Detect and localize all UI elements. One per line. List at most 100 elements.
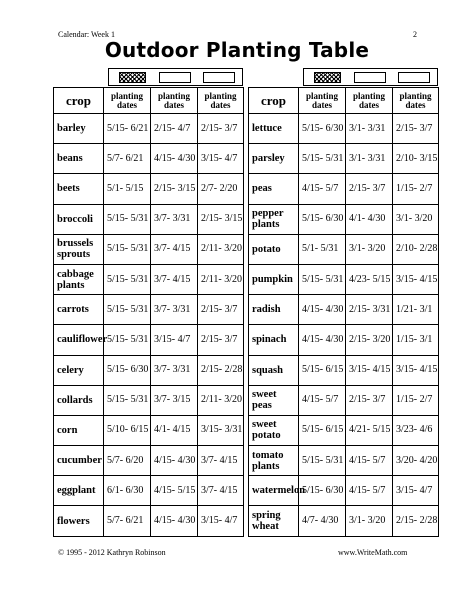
planting-date-range: 3/7- 4/15: [150, 263, 198, 296]
website-footer: www.WriteMath.com: [338, 548, 408, 557]
table-row: corn 5/10- 6/15 4/1- 4/15 3/15- 3/31: [53, 414, 244, 447]
crop-name: peas: [248, 173, 299, 205]
planting-date-range: 4/1- 4/15: [150, 414, 198, 447]
crop-name: watermelon: [248, 475, 305, 507]
table-row: barley 5/15- 6/21 2/15- 4/7 2/15- 3/7: [53, 112, 244, 145]
planting-date-range: 6/1- 6/30: [103, 475, 151, 507]
planting-date-range: 1/15- 2/7: [392, 384, 439, 416]
crop-name: squash: [248, 354, 299, 386]
zone-key-white-2: [398, 72, 430, 83]
crop-name: cauliflower: [53, 324, 107, 356]
planting-date-range: 3/15- 4/15: [392, 263, 439, 296]
planting-date-range: 5/15- 6/15: [298, 414, 346, 447]
crop-name: brussels sprouts: [53, 233, 104, 265]
crop-header: crop: [53, 87, 104, 114]
crop-header: crop: [248, 87, 299, 114]
table-row: collards 5/15- 5/31 3/7- 3/15 2/11- 3/20: [53, 384, 244, 416]
planting-date-range: 2/11- 3/20: [197, 233, 244, 265]
planting-date-range: 3/15- 4/7: [197, 143, 244, 175]
planting-table-left: crop planting dates planting dates plant…: [53, 87, 244, 537]
planting-date-range: 3/7- 3/31: [150, 203, 198, 235]
planting-date-range: 5/10- 6/15: [103, 414, 151, 447]
planting-date-range: 5/1- 5/31: [298, 233, 346, 265]
planting-date-range: 3/15- 4/7: [197, 505, 244, 537]
planting-dates-header: planting dates: [150, 87, 198, 114]
table-row: sweet potato 5/15- 6/15 4/21- 5/15 3/23- 4/…: [248, 414, 439, 447]
planting-date-range: 3/1- 3/20: [345, 233, 393, 265]
planting-date-range: 4/15- 4/30: [298, 324, 346, 356]
planting-date-range: 5/15- 6/30: [298, 112, 346, 145]
table-row: flowers 5/7- 6/21 4/15- 4/30 3/15- 4/7: [53, 505, 244, 537]
planting-date-range: 3/1- 3/20: [345, 505, 393, 537]
planting-date-range: 3/7- 4/15: [197, 475, 244, 507]
planting-date-range: 1/21- 3/1: [392, 294, 439, 326]
crop-name: corn: [53, 414, 104, 447]
planting-date-range: 5/15- 6/21: [103, 112, 151, 145]
planting-dates-header: planting dates: [103, 87, 151, 114]
table-row: radish 4/15- 4/30 2/15- 3/31 1/21- 3/1: [248, 294, 439, 326]
planting-date-range: 2/15- 3/31: [345, 294, 393, 326]
crop-name: beets: [53, 173, 104, 205]
planting-date-range: 5/15- 5/31: [103, 203, 151, 235]
page-title: Outdoor Planting Table: [104, 38, 370, 62]
planting-date-range: 5/15- 5/31: [298, 445, 346, 477]
crop-name: parsley: [248, 143, 299, 175]
table-row: parsley 5/15- 5/31 3/1- 3/31 2/10- 3/15: [248, 143, 439, 175]
crop-name: sweet potato: [248, 414, 299, 447]
zone-key-legend: [303, 68, 438, 86]
planting-dates-header: planting dates: [345, 87, 393, 114]
crop-name: flowers: [53, 505, 104, 537]
planting-date-range: 2/15- 3/7: [197, 324, 244, 356]
planting-table-right: crop planting dates planting dates plant…: [248, 87, 439, 537]
planting-date-range: 3/20- 4/20: [392, 445, 439, 477]
table-row: cucumber 5/7- 6/20 4/15- 4/30 3/7- 4/15: [53, 445, 244, 477]
crop-name: eggplant: [53, 475, 104, 507]
planting-date-range: 4/15- 4/30: [150, 445, 198, 477]
zone-key-legend: [108, 68, 243, 86]
planting-date-range: 3/1- 3/31: [345, 143, 393, 175]
table-row: pumpkin 5/15- 5/31 4/23- 5/15 3/15- 4/15: [248, 263, 439, 296]
table-row: potato 5/1- 5/31 3/1- 3/20 2/10- 2/28: [248, 233, 439, 265]
table-header-row: crop planting dates planting dates plant…: [53, 87, 244, 114]
planting-date-range: 5/15- 5/31: [103, 324, 151, 356]
planting-date-range: 2/10- 3/15: [392, 143, 439, 175]
table-row: spinach 4/15- 4/30 2/15- 3/20 1/15- 3/1: [248, 324, 439, 356]
table-row: beans 5/7- 6/21 4/15- 4/30 3/15- 4/7: [53, 143, 244, 175]
planting-date-range: 3/1- 3/20: [392, 203, 439, 235]
table-header-row: crop planting dates planting dates plant…: [248, 87, 439, 114]
zone-key-patterned: [119, 72, 146, 83]
planting-date-range: 3/23- 4/6: [392, 414, 439, 447]
zone-key-white: [159, 72, 191, 83]
planting-date-range: 4/15- 5/15: [150, 475, 198, 507]
planting-date-range: 3/7- 3/31: [150, 294, 198, 326]
planting-date-range: 1/15- 2/7: [392, 173, 439, 205]
planting-date-range: 2/10- 2/28: [392, 233, 439, 265]
planting-date-range: 5/15- 5/31: [298, 143, 346, 175]
planting-date-range: 3/15- 4/7: [150, 324, 198, 356]
planting-date-range: 2/15- 3/15: [150, 173, 198, 205]
table-row: lettuce 5/15- 6/30 3/1- 3/31 2/15- 3/7: [248, 112, 439, 145]
planting-date-range: 2/15- 3/7: [345, 173, 393, 205]
crop-name: carrots: [53, 294, 104, 326]
planting-date-range: 2/15- 3/15: [197, 203, 244, 235]
planting-date-range: 4/15- 4/30: [298, 294, 346, 326]
planting-date-range: 2/15- 3/20: [345, 324, 393, 356]
crop-name: collards: [53, 384, 104, 416]
planting-date-range: 4/23- 5/15: [345, 263, 393, 296]
header-calendar-label: Calendar: Week 1: [58, 30, 115, 39]
planting-dates-header: planting dates: [392, 87, 439, 114]
table-row: sweet peas 4/15- 5/7 2/15- 3/7 1/15- 2/7: [248, 384, 439, 416]
planting-date-range: 5/15- 6/30: [103, 354, 151, 386]
table-row: pepper plants 5/15- 6/30 4/1- 4/30 3/1- 3/2…: [248, 203, 439, 235]
planting-date-range: 5/15- 5/31: [103, 233, 151, 265]
planting-date-range: 5/7- 6/20: [103, 445, 151, 477]
planting-date-range: 1/15- 3/1: [392, 324, 439, 356]
table-row: squash 5/15- 6/15 3/15- 4/15 3/15- 4/15: [248, 354, 439, 386]
crop-name: broccoli: [53, 203, 104, 235]
planting-tables: crop planting dates planting dates plant…: [53, 68, 439, 537]
planting-dates-header: planting dates: [298, 87, 346, 114]
planting-date-range: 5/15- 6/15: [298, 354, 346, 386]
page-number: 2: [413, 30, 417, 39]
crop-name: spring wheat: [248, 505, 299, 537]
zone-key-white-2: [203, 72, 235, 83]
